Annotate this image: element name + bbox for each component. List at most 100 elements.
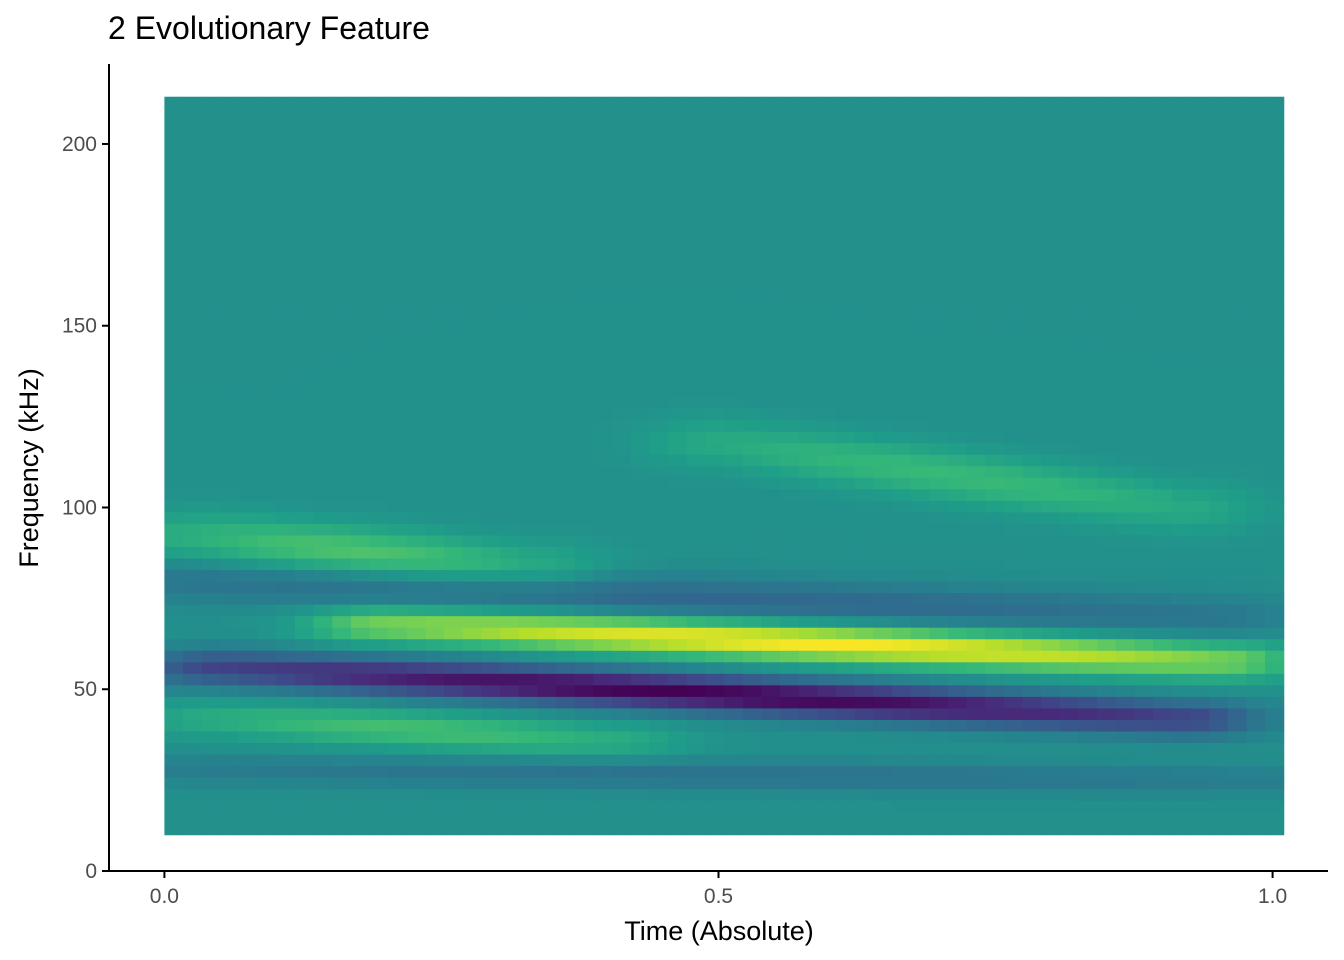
heatmap-cell — [1041, 212, 1061, 225]
heatmap-cell — [220, 108, 240, 121]
heatmap-cell — [1153, 465, 1173, 478]
heatmap-cell — [1022, 811, 1042, 824]
heatmap-cell — [350, 142, 371, 155]
heatmap-cell — [1115, 707, 1136, 720]
heatmap-cell — [929, 707, 949, 720]
heatmap-cell — [724, 454, 744, 467]
heatmap-cell — [1097, 281, 1117, 294]
heatmap-cell — [369, 212, 389, 225]
heatmap-cell — [201, 523, 221, 536]
heatmap-cell — [966, 223, 986, 236]
heatmap-cell — [966, 177, 986, 190]
heatmap-cell — [556, 777, 576, 790]
heatmap-cell — [1209, 315, 1229, 328]
heatmap-cell — [1246, 661, 1266, 674]
heatmap-cell — [817, 719, 837, 732]
heatmap-cell — [686, 684, 706, 697]
heatmap-cell — [966, 719, 986, 732]
heatmap-cell — [612, 511, 632, 524]
heatmap-cell — [1209, 627, 1229, 640]
heatmap-cell — [239, 765, 259, 778]
heatmap-cell — [985, 546, 1005, 559]
heatmap-cell — [742, 442, 762, 455]
heatmap-cell — [1022, 800, 1042, 813]
heatmap-cell — [369, 823, 389, 836]
heatmap-cell — [239, 604, 259, 617]
heatmap-cell — [891, 696, 912, 709]
heatmap-cell — [1115, 292, 1136, 305]
heatmap-cell — [500, 96, 520, 109]
heatmap-cell — [481, 454, 501, 467]
heatmap-cell — [1059, 673, 1080, 686]
heatmap-cell — [388, 269, 408, 282]
heatmap-cell — [1115, 811, 1136, 824]
heatmap-cell — [332, 131, 352, 144]
heatmap-cell — [332, 800, 352, 813]
heatmap-cell — [1022, 223, 1042, 236]
heatmap-cell — [574, 246, 595, 259]
heatmap-cell — [518, 707, 539, 720]
heatmap-cell — [1171, 615, 1191, 628]
heatmap-cell — [929, 142, 949, 155]
heatmap-cell — [835, 373, 856, 386]
heatmap-cell — [705, 557, 725, 571]
heatmap-cell — [1246, 788, 1266, 801]
heatmap-cell — [556, 604, 576, 617]
heatmap-cell — [1041, 627, 1061, 640]
heatmap-cell — [537, 638, 557, 651]
heatmap-cell — [780, 523, 800, 536]
heatmap-cell — [966, 108, 986, 121]
heatmap-cell — [313, 534, 333, 547]
heatmap-cell — [164, 742, 184, 755]
heatmap-cell — [462, 615, 483, 628]
heatmap-cell — [817, 661, 837, 674]
heatmap-cell — [257, 96, 277, 109]
heatmap-cell — [873, 488, 893, 501]
heatmap-cell — [742, 742, 762, 755]
heatmap-cell — [1003, 673, 1024, 686]
heatmap-cell — [239, 177, 259, 190]
heatmap-cell — [257, 477, 277, 490]
heatmap-cell — [537, 534, 557, 547]
heatmap-cell — [966, 753, 986, 767]
heatmap-cell — [294, 131, 315, 144]
heatmap-cell — [183, 431, 203, 444]
heatmap-cell — [1115, 304, 1136, 317]
heatmap-cell — [910, 650, 930, 663]
heatmap-cell — [1265, 292, 1285, 305]
heatmap-cell — [239, 408, 259, 421]
heatmap-cell — [276, 350, 296, 363]
heatmap-cell — [201, 384, 221, 398]
heatmap-cell — [462, 154, 483, 167]
heatmap-cell — [164, 788, 184, 801]
heatmap-cell — [425, 431, 445, 444]
heatmap-cell — [313, 777, 333, 790]
heatmap-cell — [612, 142, 632, 155]
heatmap-cell — [556, 431, 576, 444]
heatmap-cell — [369, 350, 389, 363]
heatmap-cell — [854, 96, 874, 109]
heatmap-cell — [500, 454, 520, 467]
heatmap-cell — [1190, 684, 1210, 697]
heatmap-cell — [668, 154, 688, 167]
heatmap-cell — [350, 719, 371, 732]
heatmap-cell — [183, 777, 203, 790]
heatmap-cell — [761, 580, 781, 594]
heatmap-cell — [183, 569, 203, 582]
heatmap-cell — [1041, 258, 1061, 271]
heatmap-cell — [1134, 534, 1154, 547]
heatmap-cell — [1134, 523, 1154, 536]
heatmap-cell — [910, 235, 930, 248]
heatmap-cell — [1097, 534, 1117, 547]
heatmap-cell — [1078, 569, 1098, 582]
heatmap-cell — [406, 154, 427, 167]
heatmap-cell — [929, 119, 949, 132]
heatmap-cell — [1209, 108, 1229, 121]
heatmap-cell — [425, 546, 445, 559]
heatmap-cell — [761, 165, 781, 179]
heatmap-cell — [593, 119, 613, 132]
heatmap-cell — [1115, 384, 1136, 398]
heatmap-cell — [537, 223, 557, 236]
heatmap-cell — [705, 142, 725, 155]
heatmap-cell — [556, 246, 576, 259]
